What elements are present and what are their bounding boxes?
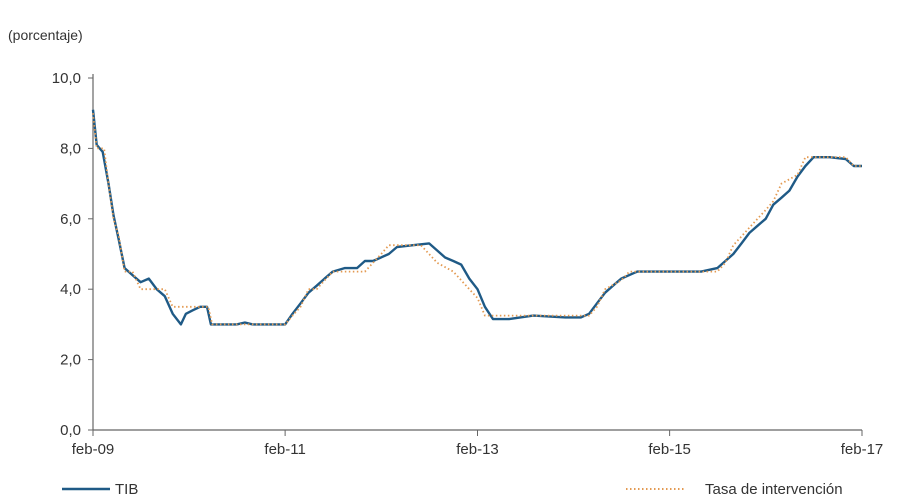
x-axis-ticks: feb-09 feb-11 feb-13 feb-15 feb-17 xyxy=(72,430,884,458)
y-tick-label: 0,0 xyxy=(60,422,81,439)
x-tick-label: feb-11 xyxy=(264,441,305,458)
y-axis-ticks: 0,0 2,0 4,0 6,0 8,0 10,0 xyxy=(52,70,93,439)
legend-label-tib: TIB xyxy=(115,481,138,497)
series-line-tasa-intervencion xyxy=(92,113,862,326)
legend-label-tasa-intervencion: Tasa de intervención xyxy=(705,481,843,497)
y-tick-label: 4,0 xyxy=(60,281,81,298)
y-axis-unit-label: (porcentaje) xyxy=(8,27,83,43)
legend: TIB Tasa de intervención xyxy=(62,481,843,497)
x-tick-label: feb-09 xyxy=(72,441,115,458)
y-tick-label: 6,0 xyxy=(60,211,81,228)
series-layer xyxy=(91,109,862,326)
x-tick-label: feb-15 xyxy=(648,441,691,458)
series-line-tib xyxy=(91,109,862,326)
y-tick-label: 10,0 xyxy=(52,70,81,87)
y-tick-label: 8,0 xyxy=(60,140,81,157)
x-tick-label: feb-17 xyxy=(841,441,884,458)
x-tick-label: feb-13 xyxy=(456,441,499,458)
y-tick-label: 2,0 xyxy=(60,352,81,369)
